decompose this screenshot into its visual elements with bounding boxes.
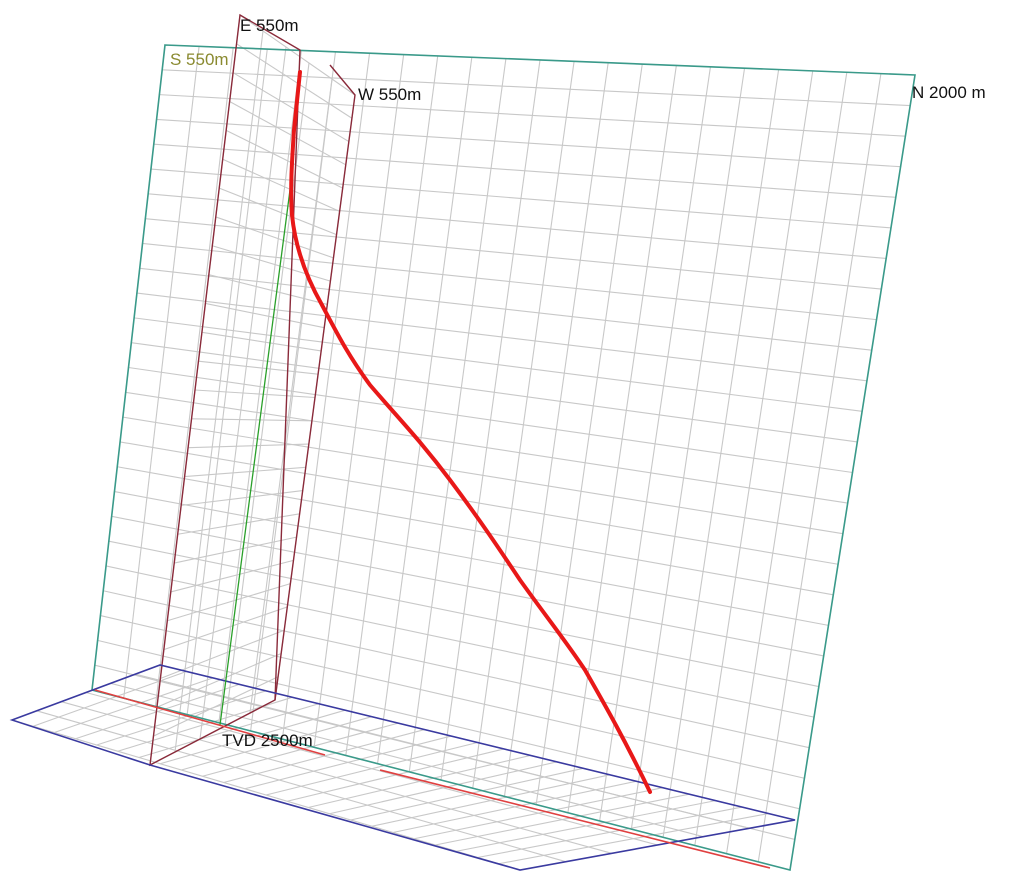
ew-grid-row-line: [194, 389, 316, 399]
base-grid-row-line: [350, 767, 584, 821]
base-grid-row-line: [265, 741, 478, 796]
ew-grid-row-line: [177, 513, 300, 535]
base-grid-row-line: [54, 677, 214, 734]
base-grid-row-line: [287, 748, 505, 802]
north-grid-row-line: [100, 615, 805, 779]
base-grid-row-line: [456, 800, 716, 852]
north-grid-row-line: [122, 416, 843, 535]
north-grid-row-line: [117, 466, 834, 596]
tvd-depth-label: TVD 2500m: [222, 731, 313, 750]
ew-grid-row-line: [215, 216, 334, 259]
base-grid-row-line: [308, 754, 531, 809]
base-grid-row-line: [329, 761, 557, 815]
ew-grid-row-line: [219, 187, 337, 236]
base-grid-row-line: [477, 806, 743, 859]
ew-grid-row-line: [188, 443, 309, 449]
base-plane-grid: [11, 664, 796, 871]
base-grid-row-line: [435, 793, 690, 846]
vertical-reference-line: [219, 189, 291, 726]
base-grid-row-line: [32, 670, 187, 727]
north-grid-row-line: [139, 267, 872, 351]
north-grid-row-line: [105, 565, 815, 718]
north-grid-row-line: [131, 342, 858, 443]
north-grid-row-line: [145, 218, 882, 290]
north-plane-frame: [91, 44, 916, 871]
ew-grid-row-line: [184, 466, 306, 478]
south-extent-label: S 550m: [170, 50, 229, 69]
ew-grid-row-line: [208, 274, 328, 305]
base-grid-row-line: [160, 709, 346, 765]
north-grid-row-line: [134, 317, 863, 412]
base-grid-row-line: [223, 729, 425, 784]
ew-grid-row-line: [229, 101, 347, 166]
ew-grid-row-line: [174, 536, 297, 564]
base-grid-row-line: [181, 716, 372, 771]
north-grid-row-line: [148, 193, 887, 260]
north-grid-row-line: [128, 366, 853, 474]
north-grid-row-line: [150, 168, 892, 229]
north-grid-row-line: [119, 441, 839, 565]
north-grid-row-line: [108, 540, 819, 688]
east-extent-label: E 550m: [240, 16, 299, 35]
base-grid-row-line: [75, 683, 240, 740]
east-west-plane-grid: [149, 14, 356, 766]
well-trajectory-path: [289, 70, 652, 794]
ew-grid-row-line: [170, 559, 294, 593]
base-grid-row-line: [96, 690, 267, 746]
north-grid-row-line: [97, 639, 800, 810]
north-grid-row-line: [136, 292, 867, 382]
north-grid-row-line: [125, 391, 848, 504]
ew-grid-row-line: [232, 72, 350, 143]
ew-grid-row-line: [205, 302, 325, 329]
base-grid-row-line: [371, 774, 610, 827]
base-grid-row-line: [392, 780, 637, 834]
base-reference-line-right: [379, 769, 771, 869]
ew-grid-row-line: [236, 43, 353, 119]
ew-grid-row-line: [181, 490, 303, 506]
ew-grid-row-line: [153, 676, 279, 737]
north-grid-row-line: [114, 490, 829, 626]
north-grid-row-line: [162, 69, 911, 107]
north-grid-row-line: [103, 590, 810, 749]
ew-grid-row-line: [239, 14, 356, 96]
ew-grid-row-line: [222, 158, 340, 212]
base-grid-row-line: [202, 722, 399, 777]
ew-grid-row-line: [201, 331, 322, 352]
north-extent-label: N 2000 m: [912, 83, 986, 102]
north-grid-row-line: [111, 515, 824, 657]
east-west-plane-edge: [274, 64, 356, 701]
base-reference-line-left: [94, 689, 326, 756]
base-grid-row-line: [414, 787, 663, 840]
north-grid-row-line: [153, 143, 896, 198]
north-grid-row-line: [156, 118, 901, 168]
ew-grid-row-line: [198, 360, 319, 375]
base-grid-row-line: [244, 735, 452, 790]
ew-grid-row-line: [160, 629, 285, 679]
north-plane-grid: [91, 44, 916, 871]
ew-grid-row-line: [212, 245, 331, 282]
west-extent-label: W 550m: [358, 85, 421, 104]
ew-grid-row-line: [225, 129, 343, 189]
base-grid-row-line: [138, 703, 319, 759]
north-grid-row-line: [159, 94, 906, 137]
base-plane-frame: [9, 664, 796, 871]
ew-grid-row-line: [156, 652, 282, 708]
north-grid-row-line: [142, 242, 877, 321]
base-grid-row-line: [498, 813, 769, 865]
ew-grid-row-line: [167, 583, 291, 622]
ew-grid-row-line: [191, 418, 312, 422]
ew-grid-row-line: [163, 606, 288, 651]
